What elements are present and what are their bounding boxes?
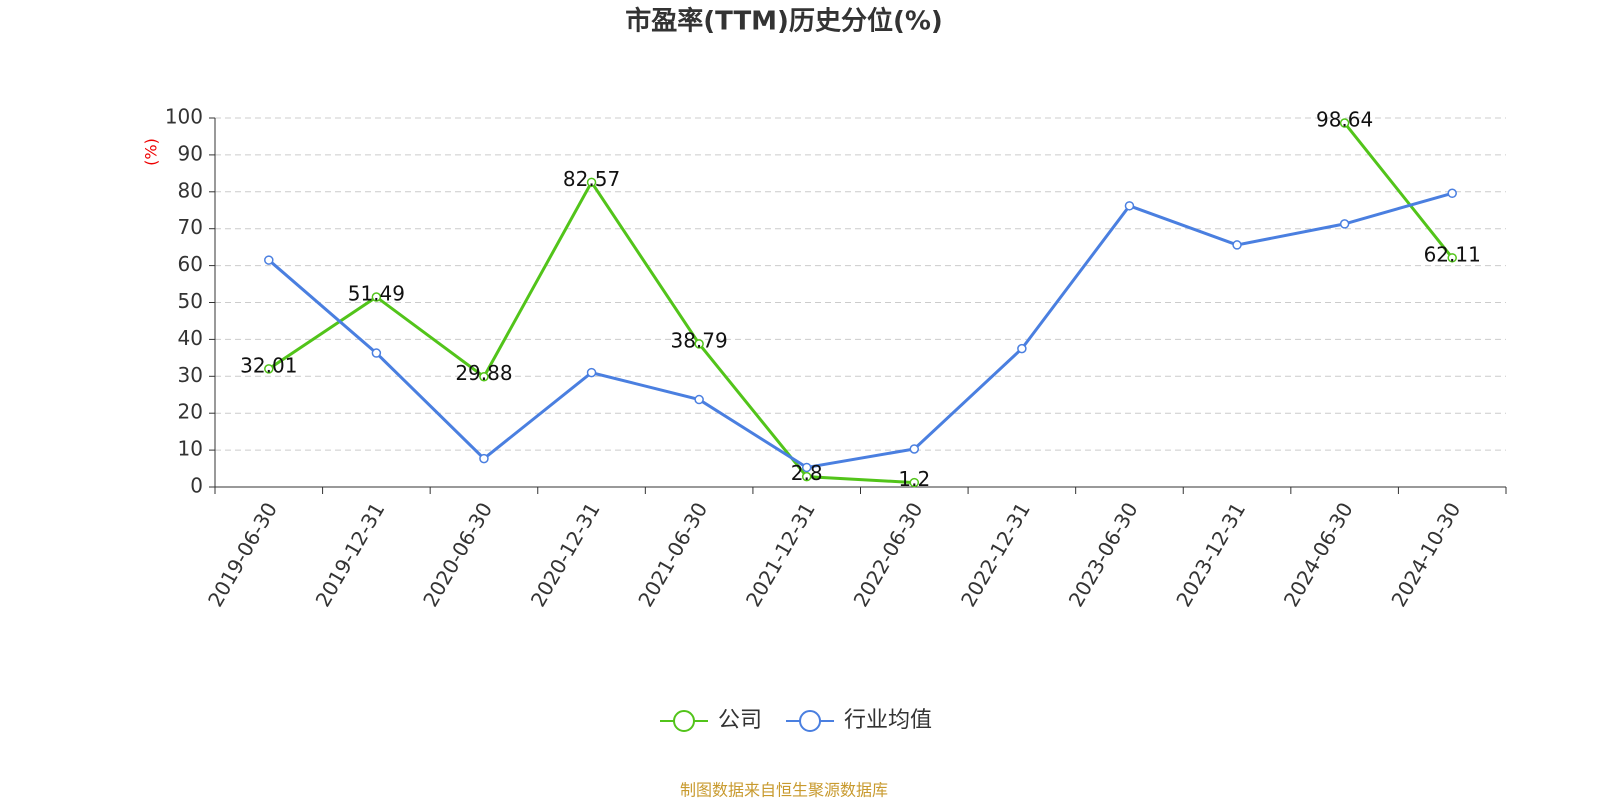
y-tick-label: 80: [178, 178, 203, 202]
x-tick-label: 2021-06-30: [633, 498, 712, 611]
series-line: [267, 191, 1453, 470]
y-tick-label: 40: [178, 326, 203, 350]
data-point: [909, 444, 920, 454]
data-point: [1124, 201, 1135, 211]
x-tick-label: 2022-12-31: [956, 498, 1035, 611]
data-label: 98.64: [1316, 108, 1373, 132]
data-label: 62.11: [1424, 242, 1481, 266]
data-point: [909, 477, 920, 488]
data-point: [1447, 253, 1457, 263]
data-point: [694, 339, 704, 349]
x-tick-label: 2019-06-30: [203, 498, 282, 611]
data-point: [694, 394, 704, 405]
x-tick-label: 2022-06-30: [848, 498, 927, 611]
data-point: [264, 364, 274, 374]
data-point: [801, 471, 812, 482]
data-point: [371, 292, 382, 302]
data-point: [1017, 343, 1027, 354]
x-tick-label: 2024-10-30: [1386, 498, 1465, 611]
data-point: [479, 371, 489, 382]
y-tick-label: 0: [190, 474, 203, 498]
data-point: [371, 348, 382, 358]
y-tick-label: 20: [178, 400, 203, 424]
x-tick-label: 2021-12-31: [741, 498, 820, 611]
data-label: 2.8: [791, 461, 823, 485]
data-point: [1232, 240, 1242, 250]
x-tick-label: 2019-12-31: [311, 498, 390, 611]
x-tick-label: 2020-06-30: [418, 498, 497, 611]
data-label: 32.01: [240, 353, 297, 377]
legend-marker: [799, 710, 822, 732]
data-point: [479, 453, 489, 464]
chart-title: 市盈率(TTM)历史分位(%): [625, 6, 943, 37]
data-point: [1447, 188, 1457, 199]
legend-label: 公司: [718, 708, 762, 733]
data-point: [801, 462, 812, 473]
y-tick-label: 100: [165, 105, 203, 129]
x-tick-label: 2020-12-31: [526, 498, 605, 611]
y-tick-label: 30: [178, 363, 203, 387]
data-point: [586, 367, 597, 378]
data-point: [586, 177, 597, 188]
y-tick-label: 50: [178, 289, 203, 313]
data-point: [1339, 219, 1350, 229]
data-label: 29.88: [455, 361, 512, 385]
y-tick-label: 60: [178, 252, 203, 276]
y-axis-label: (%): [142, 138, 161, 166]
data-point: [264, 255, 274, 265]
data-label: 38.79: [670, 328, 727, 352]
y-tick-label: 10: [178, 437, 203, 461]
data-label: 82.57: [563, 167, 620, 191]
data-point: [1339, 118, 1350, 128]
x-tick-label: 2024-06-30: [1279, 498, 1358, 611]
legend-label: 行业均值: [844, 708, 932, 733]
x-tick-label: 2023-06-30: [1064, 498, 1143, 611]
y-tick-label: 70: [178, 215, 203, 239]
source-note: 制图数据来自恒生聚源数据库: [680, 781, 888, 800]
legend: 公司 行业均值: [660, 708, 932, 733]
data-label: 51.49: [348, 282, 405, 306]
legend-marker: [673, 710, 695, 732]
y-tick-label: 90: [178, 141, 203, 165]
x-tick-label: 2023-12-31: [1171, 498, 1250, 611]
data-label: 1.2: [898, 467, 930, 491]
